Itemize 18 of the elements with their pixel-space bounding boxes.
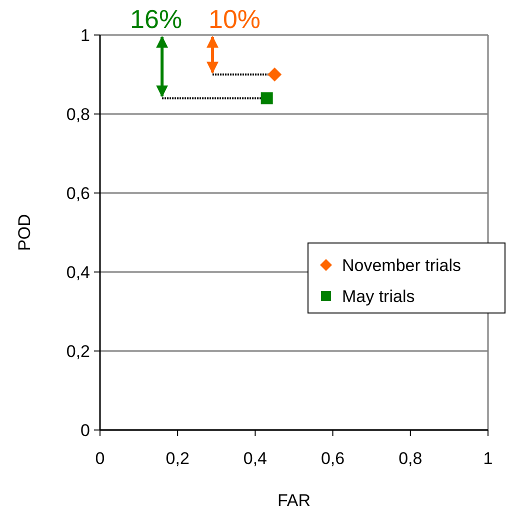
y-tick-label: 1 bbox=[80, 26, 90, 45]
legend-label: May trials bbox=[342, 286, 415, 306]
x-tick-label: 0,2 bbox=[166, 449, 190, 468]
legend-label: November trials bbox=[342, 256, 462, 275]
x-tick-label: 0,6 bbox=[320, 449, 345, 468]
y-tick-label: 0,2 bbox=[66, 342, 90, 361]
x-tick-label: 0 bbox=[95, 449, 105, 468]
x-axis-title: FAR bbox=[277, 491, 311, 510]
x-tick-label: 1 bbox=[483, 449, 493, 468]
y-axis-title: POD bbox=[15, 214, 34, 251]
x-tick-label: 0,8 bbox=[398, 449, 422, 468]
y-tick-label: 0 bbox=[80, 420, 90, 440]
y-tick-label: 0,8 bbox=[66, 104, 90, 124]
y-tick-label: 0,6 bbox=[66, 184, 90, 203]
annotation: 16% bbox=[130, 4, 182, 34]
y-tick-label: 0,4 bbox=[66, 262, 90, 282]
x-tick-label: 0,4 bbox=[243, 449, 268, 468]
annotation: 10% bbox=[208, 4, 261, 34]
